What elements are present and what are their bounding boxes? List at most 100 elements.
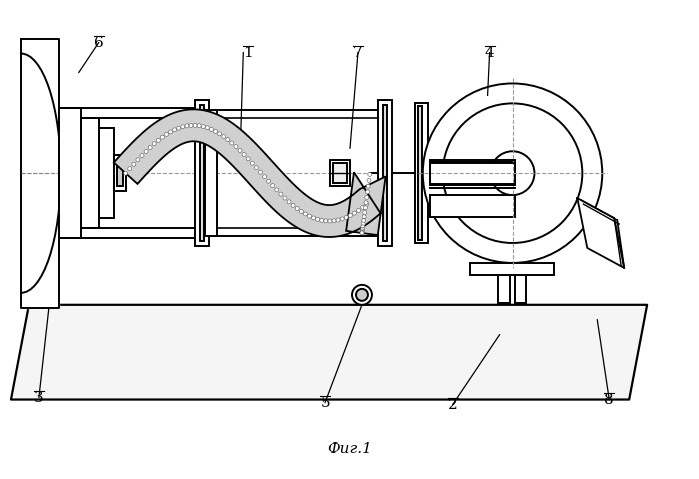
Circle shape (291, 203, 295, 207)
Circle shape (442, 103, 582, 243)
Circle shape (368, 172, 372, 176)
Circle shape (206, 126, 209, 130)
Text: 4: 4 (484, 46, 494, 59)
Text: 5: 5 (320, 396, 330, 410)
Circle shape (132, 162, 136, 166)
Circle shape (238, 148, 242, 152)
Circle shape (263, 175, 266, 179)
Circle shape (124, 171, 128, 175)
Circle shape (213, 129, 217, 134)
Bar (418, 106, 421, 240)
Circle shape (360, 231, 364, 235)
Circle shape (136, 158, 140, 162)
Circle shape (140, 154, 144, 158)
Circle shape (361, 222, 365, 226)
Circle shape (360, 230, 364, 234)
Circle shape (210, 127, 213, 131)
Bar (470, 263, 554, 275)
Text: 2: 2 (448, 398, 458, 411)
Circle shape (254, 166, 259, 170)
Circle shape (246, 157, 250, 161)
Circle shape (259, 170, 262, 174)
Circle shape (336, 218, 340, 222)
Circle shape (295, 206, 299, 210)
Circle shape (423, 83, 603, 263)
Circle shape (361, 227, 364, 231)
Circle shape (366, 184, 370, 188)
Circle shape (363, 206, 367, 210)
Circle shape (299, 209, 303, 214)
Circle shape (366, 190, 370, 194)
Circle shape (279, 192, 283, 196)
Polygon shape (21, 39, 59, 308)
Bar (114, 155, 126, 191)
Bar (81, 118, 99, 228)
Circle shape (348, 214, 352, 217)
Circle shape (316, 217, 319, 221)
Polygon shape (577, 198, 624, 268)
Circle shape (148, 146, 152, 149)
Circle shape (362, 215, 366, 219)
Circle shape (266, 179, 271, 183)
Text: 3: 3 (34, 390, 44, 405)
Circle shape (361, 225, 365, 229)
Bar (201, 105, 204, 241)
Text: 8: 8 (605, 392, 614, 407)
Circle shape (365, 195, 368, 199)
Circle shape (226, 137, 230, 142)
Circle shape (356, 289, 368, 301)
Circle shape (173, 128, 177, 132)
Circle shape (222, 135, 226, 138)
Circle shape (308, 214, 312, 218)
Circle shape (157, 138, 160, 142)
Circle shape (363, 210, 367, 215)
Circle shape (361, 205, 365, 209)
Circle shape (312, 216, 315, 220)
Bar (330, 160, 350, 186)
Circle shape (197, 124, 201, 128)
Text: Фиг.1: Фиг.1 (328, 443, 373, 456)
Circle shape (201, 125, 206, 128)
Bar (415, 103, 428, 243)
Circle shape (283, 196, 287, 200)
Bar (99, 128, 114, 218)
Circle shape (319, 218, 324, 222)
Bar (430, 162, 514, 184)
Bar (117, 160, 122, 186)
Circle shape (271, 183, 275, 188)
Circle shape (344, 216, 348, 219)
Circle shape (181, 125, 185, 129)
Circle shape (164, 132, 168, 137)
Circle shape (177, 126, 181, 130)
Circle shape (168, 130, 173, 134)
Circle shape (303, 212, 308, 216)
Text: 1: 1 (243, 46, 253, 59)
Circle shape (352, 211, 356, 215)
Circle shape (152, 142, 157, 146)
Circle shape (193, 124, 197, 127)
Bar (430, 162, 514, 184)
Circle shape (367, 178, 371, 182)
Bar (430, 195, 514, 217)
Circle shape (352, 285, 372, 305)
Bar (498, 275, 510, 303)
Circle shape (287, 200, 291, 204)
Text: 6: 6 (94, 35, 103, 49)
Circle shape (332, 219, 336, 223)
Polygon shape (11, 305, 647, 399)
Circle shape (161, 135, 164, 139)
Circle shape (144, 149, 148, 153)
Circle shape (250, 161, 254, 165)
Circle shape (185, 124, 189, 128)
Circle shape (217, 132, 222, 136)
Bar (383, 105, 387, 241)
Circle shape (340, 217, 344, 221)
Circle shape (356, 208, 361, 213)
Circle shape (328, 219, 332, 223)
Text: 7: 7 (353, 46, 363, 59)
Circle shape (324, 219, 328, 223)
Bar (59, 108, 81, 238)
Circle shape (365, 202, 368, 206)
Circle shape (491, 151, 535, 195)
Circle shape (234, 145, 238, 148)
